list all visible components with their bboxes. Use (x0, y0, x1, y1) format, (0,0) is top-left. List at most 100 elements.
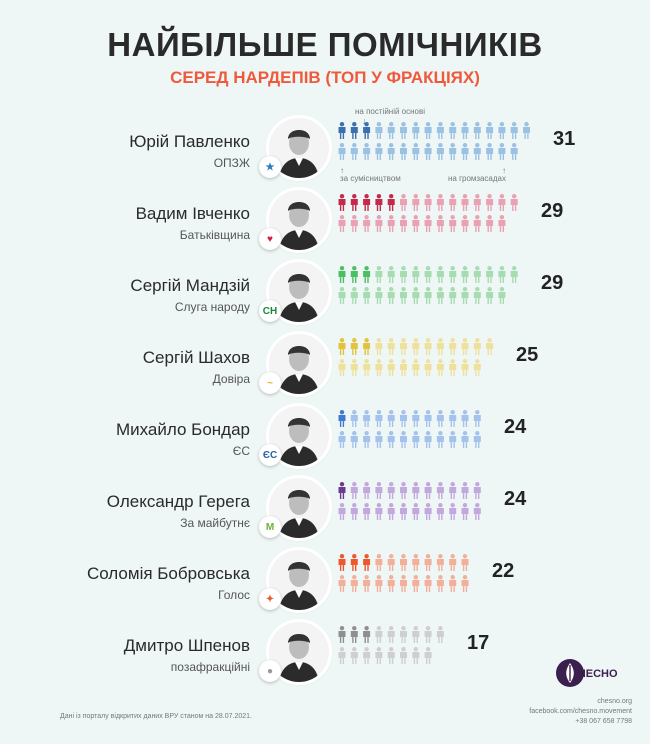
person-icon (412, 626, 420, 643)
person-icon (400, 575, 407, 592)
person-icon (412, 338, 420, 355)
person-icon (461, 575, 469, 592)
person-icon (338, 554, 346, 571)
note-voluntary: на громзасадах (448, 174, 506, 183)
person-icon (387, 647, 395, 664)
person-icon (449, 215, 457, 232)
phone-number: +38 067 658 7798 (575, 718, 632, 725)
person-icon (486, 194, 494, 211)
person-icon (350, 359, 358, 376)
person-icon (338, 338, 346, 355)
person-icon (498, 215, 506, 232)
person-icon (400, 266, 407, 283)
faction-logo-icon: ~ (259, 372, 281, 394)
person-icon (461, 194, 469, 211)
person-icon (486, 122, 494, 139)
mp-photo (269, 334, 329, 394)
faction-logo-icon: ★ (259, 156, 281, 178)
person-icon (350, 194, 358, 211)
mp-faction: Довіра (212, 372, 250, 386)
person-icon (375, 122, 383, 139)
person-icon (424, 410, 432, 427)
mp-name: Михайло Бондар (115, 420, 250, 439)
logo-text: ЧЕСНО (578, 668, 618, 680)
mp-row: Соломія Бобровська Голос ✦ 22 (0, 550, 650, 622)
faction-logo-icon: ♥ (259, 228, 281, 250)
person-icon (387, 266, 395, 283)
person-icon (375, 215, 383, 232)
assistants-count: 17 (467, 632, 490, 654)
person-icon (363, 338, 371, 355)
person-icon (461, 554, 469, 571)
person-icon (338, 287, 346, 304)
person-icon (486, 287, 494, 304)
person-icon (363, 554, 371, 571)
person-icon (375, 266, 383, 283)
person-icon (498, 287, 506, 304)
person-icon (363, 287, 371, 304)
person-icon (412, 503, 420, 520)
person-icon (498, 122, 506, 139)
person-icon (387, 338, 395, 355)
person-icon (375, 503, 383, 520)
person-icon (363, 647, 371, 664)
person-icon (375, 410, 383, 427)
person-icon (400, 122, 407, 139)
mp-name: Вадим Івченко (135, 204, 250, 223)
person-icon (498, 143, 506, 160)
person-icon (400, 215, 407, 232)
person-icon (473, 215, 481, 232)
person-icon (473, 194, 481, 211)
chesno-logo (556, 659, 584, 687)
person-icon (363, 575, 371, 592)
person-icon (375, 194, 383, 211)
person-icon (338, 503, 346, 520)
person-icon (350, 554, 358, 571)
facebook-link[interactable]: facebook.com/chesno.movement (529, 708, 632, 715)
person-icon (363, 215, 371, 232)
person-icon (449, 266, 457, 283)
person-icon (461, 287, 469, 304)
person-icon (338, 194, 346, 211)
person-icon (436, 338, 444, 355)
person-icon (424, 626, 432, 643)
assistants-pictogram (338, 554, 469, 592)
person-icon (350, 503, 358, 520)
mp-row: Олександр Герега За майбутнє M 24 (0, 478, 650, 550)
person-icon (350, 287, 358, 304)
person-icon (449, 194, 457, 211)
person-icon (449, 287, 457, 304)
assistants-pictogram (338, 194, 518, 232)
person-icon (473, 122, 481, 139)
person-icon (424, 215, 432, 232)
person-icon (375, 647, 383, 664)
person-icon (461, 266, 469, 283)
person-icon (412, 122, 420, 139)
person-icon (363, 143, 371, 160)
arrow-up-icon: ↑ (502, 166, 506, 175)
note-permanent: на постійній основі (355, 107, 426, 116)
mp-row: Михайло Бондар ЄС ЄС 24 (0, 406, 650, 478)
person-icon (375, 482, 383, 499)
person-icon (473, 482, 481, 499)
person-icon (350, 410, 358, 427)
person-icon (436, 215, 444, 232)
person-icon (449, 359, 457, 376)
mp-row: Сергій Шахов Довіра ~25 (0, 334, 650, 406)
person-icon (338, 215, 346, 232)
person-icon (486, 338, 494, 355)
mp-row: Дмитро Шпенов позафракційні ● 17 (0, 622, 650, 694)
site-link[interactable]: chesno.org (597, 698, 632, 705)
person-icon (473, 359, 481, 376)
person-icon (424, 143, 432, 160)
person-icon (436, 287, 444, 304)
person-icon (486, 143, 494, 160)
assistants-pictogram (338, 338, 494, 376)
person-icon (387, 575, 395, 592)
person-icon (400, 554, 407, 571)
person-icon (510, 122, 518, 139)
faction-logo-icon: ● (259, 660, 281, 682)
person-icon (412, 575, 420, 592)
person-icon (363, 503, 371, 520)
mp-faction: ОПЗЖ (213, 156, 250, 170)
